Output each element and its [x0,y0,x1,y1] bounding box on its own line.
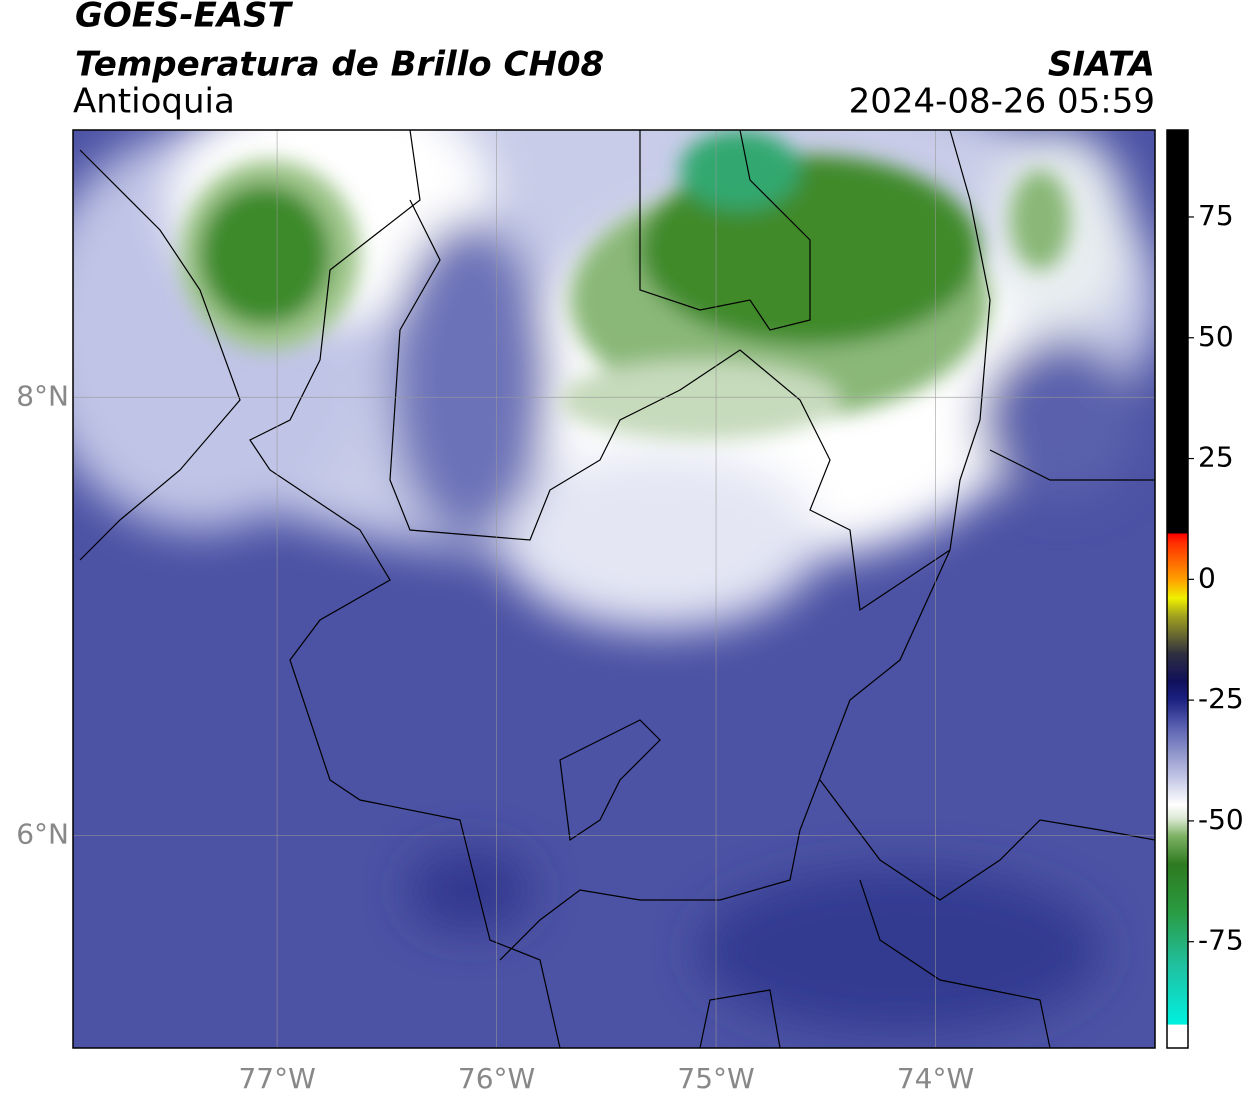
colorbar-tick-label: 50 [1198,320,1234,353]
x-tick-label: 74°W [897,1062,974,1095]
x-tick-label: 76°W [458,1062,535,1095]
colorbar-tick-label: 0 [1198,561,1216,594]
x-tick-label: 77°W [238,1062,315,1095]
subtitle: Temperatura de Brillo CH08 [75,45,604,85]
y-tick-label: 8°N [16,379,69,412]
colorbar-tick-label: -75 [1198,924,1244,957]
colorbar [1166,129,1189,1049]
y-tick-label: 6°N [16,817,69,850]
title: GOES-EAST [75,0,294,36]
colorbar-tick-label: -50 [1198,803,1244,836]
colorbar-tick-label: -25 [1198,682,1244,715]
colorbar-tick-label: 75 [1198,199,1234,232]
source: SIATA [1048,45,1155,85]
timestamp: 2024-08-26 05:59 [849,82,1155,122]
map-frame [72,129,1156,1049]
colorbar-tick-label: 25 [1198,441,1234,474]
x-tick-label: 75°W [677,1062,754,1095]
satellite-image [73,130,1155,1048]
region: Antioquia [73,82,235,122]
